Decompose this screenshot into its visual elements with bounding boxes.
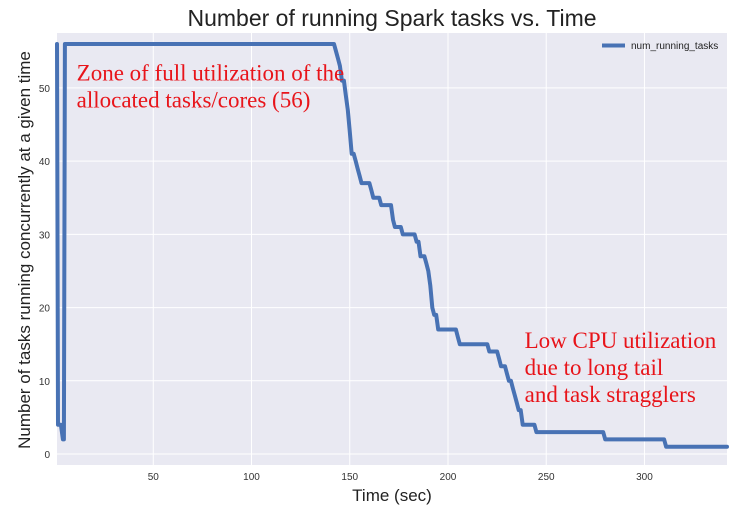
legend: num_running_tasks xyxy=(602,41,718,52)
annotation-line: Zone of full utilization of the xyxy=(77,61,345,86)
x-tick-label: 100 xyxy=(243,472,260,483)
x-tick-label: 150 xyxy=(341,472,358,483)
annotation-line: Low CPU utilization xyxy=(525,328,717,353)
annotation-line: and task stragglers xyxy=(525,382,696,407)
y-tick-label: 0 xyxy=(44,450,50,461)
tick-labels: 50 100 150 200 250 300 0 10 20 30 40 50 xyxy=(39,84,653,483)
y-tick-label: 30 xyxy=(39,230,51,241)
y-tick-label: 50 xyxy=(39,84,51,95)
x-tick-label: 250 xyxy=(538,472,555,483)
series-line-num-running-tasks xyxy=(55,42,729,449)
x-tick-label: 50 xyxy=(148,472,160,483)
x-axis-label: Time (sec) xyxy=(352,486,432,505)
legend-label: num_running_tasks xyxy=(631,41,718,52)
y-tick-label: 20 xyxy=(39,304,51,315)
grid xyxy=(57,33,727,465)
annotation-line: allocated tasks/cores (56) xyxy=(77,88,311,113)
plot-area xyxy=(57,33,727,465)
annotations: Zone of full utilization of theallocated… xyxy=(77,61,717,407)
x-tick-label: 300 xyxy=(636,472,653,483)
y-axis-label: Number of tasks running concurrently at … xyxy=(15,51,34,449)
y-tick-label: 10 xyxy=(39,377,51,388)
y-tick-label: 40 xyxy=(39,157,51,168)
chart-title: Number of running Spark tasks vs. Time xyxy=(187,5,596,31)
x-tick-label: 200 xyxy=(440,472,457,483)
annotation-line: due to long tail xyxy=(525,355,664,380)
